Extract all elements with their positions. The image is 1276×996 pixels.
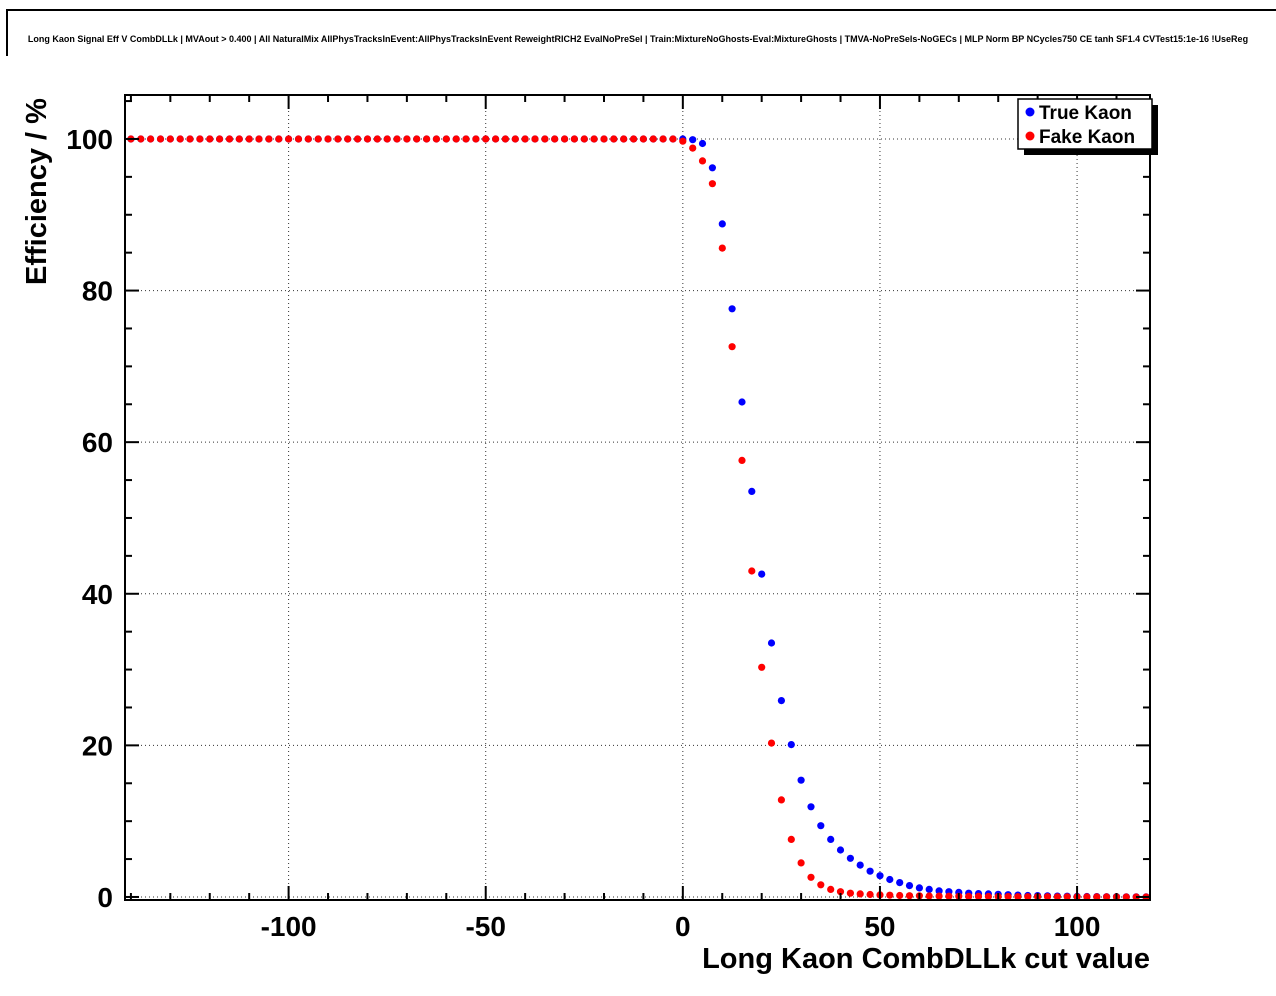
svg-text:50: 50 bbox=[864, 911, 895, 942]
svg-text:60: 60 bbox=[82, 427, 113, 458]
plot-frame bbox=[124, 94, 1151, 901]
axis-tick-labels: -100 -50 0 50 100 0 20 40 60 80 100 bbox=[66, 124, 1100, 942]
legend-marker-fake-kaon bbox=[1025, 131, 1035, 141]
svg-text:100: 100 bbox=[66, 124, 113, 155]
canvas-border-left-line bbox=[6, 9, 8, 56]
x-axis-title: Long Kaon CombDLLk cut value bbox=[702, 943, 1150, 975]
legend-label-fake-kaon: Fake Kaon bbox=[1039, 127, 1135, 148]
svg-text:40: 40 bbox=[82, 579, 113, 610]
svg-text:-50: -50 bbox=[465, 911, 505, 942]
axis-ticks bbox=[125, 95, 1150, 900]
canvas-border-top-line bbox=[6, 9, 1276, 11]
svg-text:80: 80 bbox=[82, 276, 113, 307]
legend: True Kaon Fake Kaon bbox=[1017, 98, 1158, 155]
legend-label-true-kaon: True Kaon bbox=[1039, 103, 1132, 124]
data-points bbox=[127, 135, 1150, 901]
legend-box bbox=[1017, 98, 1153, 150]
y-axis-title: Efficiency / % bbox=[21, 98, 53, 285]
svg-text:100: 100 bbox=[1054, 911, 1101, 942]
gridlines bbox=[125, 95, 1150, 900]
plot-title: Long Kaon Signal Eff V CombDLLk | MVAout… bbox=[27, 34, 1249, 44]
svg-text:0: 0 bbox=[675, 911, 691, 942]
svg-text:0: 0 bbox=[97, 882, 113, 913]
svg-text:-100: -100 bbox=[261, 911, 317, 942]
svg-text:20: 20 bbox=[82, 730, 113, 761]
legend-marker-true-kaon bbox=[1025, 107, 1035, 117]
